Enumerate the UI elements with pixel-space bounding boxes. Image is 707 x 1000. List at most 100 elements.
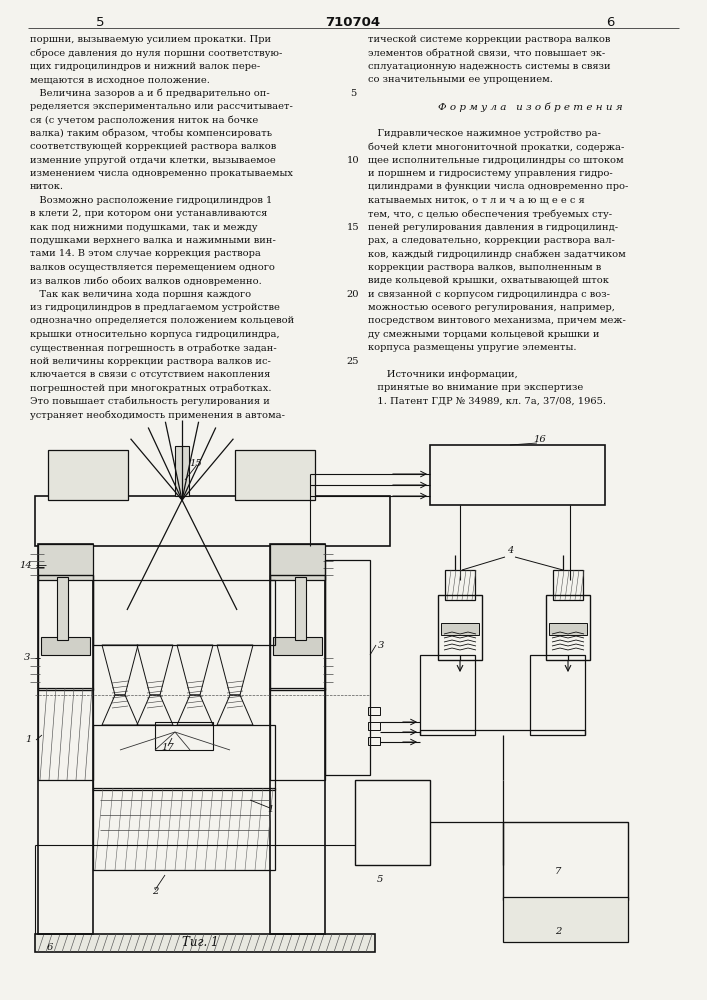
Text: 1: 1 <box>267 806 273 814</box>
Text: 1: 1 <box>25 736 32 744</box>
Text: 4: 4 <box>507 546 513 555</box>
Text: 20: 20 <box>346 290 359 299</box>
Bar <box>546 595 590 660</box>
Text: 6: 6 <box>606 16 614 29</box>
Bar <box>530 655 585 735</box>
Text: можностью осевого регулирования, например,: можностью осевого регулирования, наприме… <box>368 303 615 312</box>
Bar <box>270 688 325 780</box>
Text: рах, а следовательно, коррекции раствора вал-: рах, а следовательно, коррекции раствора… <box>368 236 615 245</box>
Text: 16: 16 <box>534 436 547 444</box>
Text: 17: 17 <box>162 744 175 752</box>
Text: ключается в связи с отсутствием накопления: ключается в связи с отсутствием накоплен… <box>30 370 270 379</box>
Text: принятые во внимание при экспертизе: принятые во внимание при экспертизе <box>368 383 583 392</box>
Bar <box>270 575 325 690</box>
Text: 2: 2 <box>152 888 158 896</box>
Bar <box>355 780 430 865</box>
Text: ной величины коррекции раствора валков ис-: ной величины коррекции раствора валков и… <box>30 357 271 366</box>
Text: устраняет необходимость применения в автома-: устраняет необходимость применения в авт… <box>30 410 285 420</box>
Text: посредством винтового механизма, причем меж-: посредством винтового механизма, причем … <box>368 316 626 325</box>
Text: крышки относительно корпуса гидроцилиндра,: крышки относительно корпуса гидроцилиндр… <box>30 330 280 339</box>
Bar <box>38 544 93 934</box>
Text: существенная погрешность в отработке задан-: существенная погрешность в отработке зад… <box>30 343 276 353</box>
Text: щих гидроцилиндров и нижний валок пере-: щих гидроцилиндров и нижний валок пере- <box>30 62 260 71</box>
Text: Ф о р м у л а   и з о б р е т е н и я: Ф о р м у л а и з о б р е т е н и я <box>438 102 622 111</box>
Text: Источники информации,: Источники информации, <box>368 370 518 379</box>
Bar <box>273 637 322 655</box>
Bar <box>35 496 390 546</box>
Text: поршни, вызываемую усилием прокатки. При: поршни, вызываемую усилием прокатки. При <box>30 35 271 44</box>
Text: валка) таким образом, чтобы компенсировать: валка) таким образом, чтобы компенсирова… <box>30 129 272 138</box>
Bar <box>93 725 275 790</box>
Text: щее исполнительные гидроцилиндры со штоком: щее исполнительные гидроцилиндры со шток… <box>368 156 624 165</box>
Text: Гидравлическое нажимное устройство ра-: Гидравлическое нажимное устройство ра- <box>368 129 601 138</box>
Text: катываемых ниток, о т л и ч а ю щ е е с я: катываемых ниток, о т л и ч а ю щ е е с … <box>368 196 585 205</box>
Text: изменние упругой отдачи клетки, вызываемое: изменние упругой отдачи клетки, вызываем… <box>30 156 276 165</box>
Bar <box>295 577 306 640</box>
Text: тем, что, с целью обеспечения требуемых сту-: тем, что, с целью обеспечения требуемых … <box>368 209 612 219</box>
Text: Величина зазоров a и б предварительно оп-: Величина зазоров a и б предварительно оп… <box>30 89 270 98</box>
Text: Τиг. 1: Τиг. 1 <box>182 936 218 948</box>
Text: 14: 14 <box>19 560 32 570</box>
Text: из валков либо обоих валков одновременно.: из валков либо обоих валков одновременно… <box>30 276 262 286</box>
Text: элементов обратной связи, что повышает эк-: элементов обратной связи, что повышает э… <box>368 48 605 58</box>
Bar <box>441 623 479 635</box>
Text: однозначно определяется положением кольцевой: однозначно определяется положением кольц… <box>30 316 294 325</box>
Bar <box>175 446 189 496</box>
Text: тами 14. В этом случае коррекция раствора: тами 14. В этом случае коррекция раствор… <box>30 249 261 258</box>
Text: как под нижними подушками, так и между: как под нижними подушками, так и между <box>30 223 257 232</box>
Text: 710704: 710704 <box>325 16 380 29</box>
Text: сбросе давления до нуля поршни соответствую-: сбросе давления до нуля поршни соответст… <box>30 48 282 58</box>
Text: ределяется экспериментально или рассчитывает-: ределяется экспериментально или рассчиты… <box>30 102 293 111</box>
Bar <box>325 560 370 775</box>
Text: 10: 10 <box>346 156 359 165</box>
Bar <box>368 722 380 730</box>
Bar <box>38 544 93 580</box>
Text: бочей клети многониточной прокатки, содержа-: бочей клети многониточной прокатки, соде… <box>368 142 624 152</box>
Text: и поршнем и гидросистему управления гидро-: и поршнем и гидросистему управления гидр… <box>368 169 613 178</box>
Text: ков, каждый гидроцилиндр снабжен задатчиком: ков, каждый гидроцилиндр снабжен задатчи… <box>368 249 626 259</box>
Bar <box>270 544 325 580</box>
Text: 5: 5 <box>377 876 383 884</box>
Bar <box>155 722 213 750</box>
Bar <box>93 580 275 645</box>
Bar <box>57 577 68 640</box>
Text: виде кольцевой крышки, охватывающей шток: виде кольцевой крышки, охватывающей шток <box>368 276 609 285</box>
Bar <box>549 623 587 635</box>
Text: коррекции раствора валков, выполненным в: коррекции раствора валков, выполненным в <box>368 263 601 272</box>
Text: ниток.: ниток. <box>30 182 64 191</box>
Bar <box>48 450 128 500</box>
Text: изменением числа одновременно прокатываемых: изменением числа одновременно прокатывае… <box>30 169 293 178</box>
Bar <box>368 737 380 745</box>
Bar <box>41 637 90 655</box>
Text: и связанной с корпусом гидроцилиндра с воз-: и связанной с корпусом гидроцилиндра с в… <box>368 290 610 299</box>
Text: 5: 5 <box>95 16 104 29</box>
Bar <box>38 688 93 780</box>
Text: из гидроцилиндров в предлагаемом устройстве: из гидроцилиндров в предлагаемом устройс… <box>30 303 280 312</box>
Bar <box>93 788 275 870</box>
Bar <box>445 570 475 600</box>
Text: корпуса размещены упругие элементы.: корпуса размещены упругие элементы. <box>368 343 576 352</box>
Bar <box>503 897 628 942</box>
Bar <box>420 655 475 735</box>
Text: мещаются в исходное положение.: мещаются в исходное положение. <box>30 75 210 84</box>
Text: Возможно расположение гидроцилиндров 1: Возможно расположение гидроцилиндров 1 <box>30 196 272 205</box>
Text: Это повышает стабильность регулирования и: Это повышает стабильность регулирования … <box>30 397 270 406</box>
Text: 15: 15 <box>346 223 359 232</box>
Text: 15: 15 <box>189 458 202 468</box>
Text: валков осуществляется перемещением одного: валков осуществляется перемещением одног… <box>30 263 275 272</box>
Text: со значительными ее упрощением.: со значительными ее упрощением. <box>368 75 553 84</box>
Text: ся (с учетом расположения ниток на бочке: ся (с учетом расположения ниток на бочке <box>30 115 258 125</box>
Text: цилиндрами в функции числа одновременно про-: цилиндрами в функции числа одновременно … <box>368 182 629 191</box>
Bar <box>438 595 482 660</box>
Text: 7: 7 <box>555 867 561 876</box>
Bar <box>553 570 583 600</box>
Text: 5: 5 <box>350 89 356 98</box>
Text: ду смежными торцами кольцевой крышки и: ду смежными торцами кольцевой крышки и <box>368 330 600 339</box>
Bar <box>270 544 325 934</box>
Text: погрешностей при многократных отработках.: погрешностей при многократных отработках… <box>30 383 271 393</box>
Text: 3: 3 <box>378 641 385 650</box>
Text: в клети 2, при котором они устанавливаются: в клети 2, при котором они устанавливают… <box>30 209 267 218</box>
Text: 3: 3 <box>23 654 30 662</box>
Bar <box>503 822 628 900</box>
Text: соответствующей коррекцией раствора валков: соответствующей коррекцией раствора валк… <box>30 142 276 151</box>
